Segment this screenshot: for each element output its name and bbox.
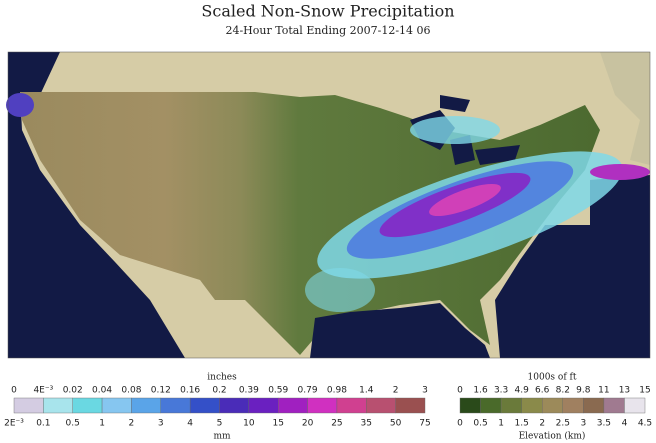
legend-top-label: 0.12 — [151, 386, 171, 396]
legend-top-label: 0.04 — [92, 386, 112, 396]
legend-top-label: 0 — [11, 386, 17, 396]
legend-top-label: 8.2 — [556, 386, 570, 396]
legend-bottom-label: 2 — [129, 419, 135, 429]
legend-top-label: 1.4 — [359, 386, 374, 396]
legend-swatch — [219, 397, 250, 414]
legend-swatch — [101, 397, 132, 414]
legend-bottom-label: 25 — [331, 419, 342, 429]
legend-top-label: 0.39 — [239, 386, 259, 396]
legend-bottom-label: 2E⁻³ — [4, 419, 24, 429]
legend-bottom-label: 5 — [217, 419, 223, 429]
legend-bottom-label: 75 — [419, 419, 430, 429]
legend-top-label: 3.3 — [494, 386, 508, 396]
legend-top-label: 15 — [639, 386, 650, 396]
legend-top-label: 1.6 — [473, 386, 488, 396]
legend-swatch — [521, 397, 543, 414]
legend-bottom-label: 50 — [390, 419, 402, 429]
legend-bottom-label: 0.5 — [66, 419, 80, 429]
legend-swatch — [562, 397, 584, 414]
legend-swatch — [72, 397, 103, 414]
legend-bottom-label: 3 — [158, 419, 164, 429]
legend-swatch — [13, 397, 44, 414]
legend-bottom-label: 4.5 — [638, 419, 652, 429]
legend-bottom-label: 10 — [243, 419, 255, 429]
legend-top-label: 0.59 — [268, 386, 288, 396]
legend-swatch — [624, 397, 646, 414]
legend-swatch — [336, 397, 367, 414]
legend-bottom-label: 2.5 — [556, 419, 570, 429]
legend-swatch — [189, 397, 220, 414]
title: Scaled Non-Snow Precipitation — [201, 2, 454, 21]
legend-bottom-label: 20 — [302, 419, 314, 429]
legend-bottom-label: 3 — [580, 419, 586, 429]
legend-swatch — [459, 397, 481, 414]
legend-top-label: 0.16 — [180, 386, 200, 396]
legend-swatch — [131, 397, 161, 414]
legend-bottom-label: 35 — [361, 419, 372, 429]
legend-top-label: 2 — [393, 386, 399, 396]
subtitle: 24-Hour Total Ending 2007-12-14 06 — [225, 24, 430, 37]
legend-bottom-label: 4 — [187, 419, 193, 429]
legend-top-label: 9.8 — [576, 386, 591, 396]
legend-bottom-label: 2 — [539, 419, 545, 429]
legend-swatch — [307, 397, 338, 414]
legend-swatch — [542, 397, 563, 414]
legend-top-label: 11 — [598, 386, 609, 396]
legend-bottom-unit: mm — [213, 432, 231, 442]
legend-top-label: 0.08 — [121, 386, 141, 396]
legend-top-label: 4.9 — [515, 386, 530, 396]
precipitation — [6, 93, 650, 312]
legend-top-label: 0.79 — [298, 386, 318, 396]
legend-swatch — [480, 397, 502, 414]
legend-bottom-label: 0.5 — [473, 419, 487, 429]
legend-top-label: 6.6 — [535, 386, 550, 396]
legend-swatch — [366, 397, 396, 414]
legend-top-label: 0.02 — [63, 386, 83, 396]
legend-swatch — [395, 397, 426, 414]
legend-top-label: 13 — [619, 386, 630, 396]
legend-top-label: 0 — [457, 386, 463, 396]
legend-bottom-label: 15 — [272, 419, 283, 429]
legend-bottom-label: 1 — [99, 419, 105, 429]
legends: 0 2E⁻³ 4E⁻³ 0.1 0.02 0.5 0.04 1 0.08 2 0.12 3 0.16 4 0… — [4, 373, 652, 442]
legend-top-label: 0.98 — [327, 386, 347, 396]
map — [6, 51, 651, 359]
legend-bottom-label: 3.5 — [597, 419, 611, 429]
legend-bottom-label: 1 — [498, 419, 504, 429]
legend-top-label: 0.2 — [212, 386, 226, 396]
legend-swatch — [583, 397, 605, 414]
legend-swatch — [500, 397, 522, 414]
legend-bottom-label: 0 — [457, 419, 463, 429]
legend-bottom-unit: Elevation (km) — [519, 431, 586, 442]
legend-swatch — [278, 397, 308, 414]
legend-swatch — [248, 397, 279, 414]
legend-bottom-label: 4 — [622, 419, 628, 429]
legend-swatch — [603, 397, 625, 414]
legend-swatch — [43, 397, 73, 414]
legend-top-label: 4E⁻³ — [33, 386, 53, 396]
legend-top-unit: 1000s of ft — [528, 373, 577, 383]
legend-top-label: 3 — [422, 386, 428, 396]
legend-bottom-label: 0.1 — [36, 419, 50, 429]
legend-swatch — [160, 397, 191, 414]
legend-top-unit: inches — [207, 373, 237, 383]
legend-bottom-label: 1.5 — [515, 419, 529, 429]
